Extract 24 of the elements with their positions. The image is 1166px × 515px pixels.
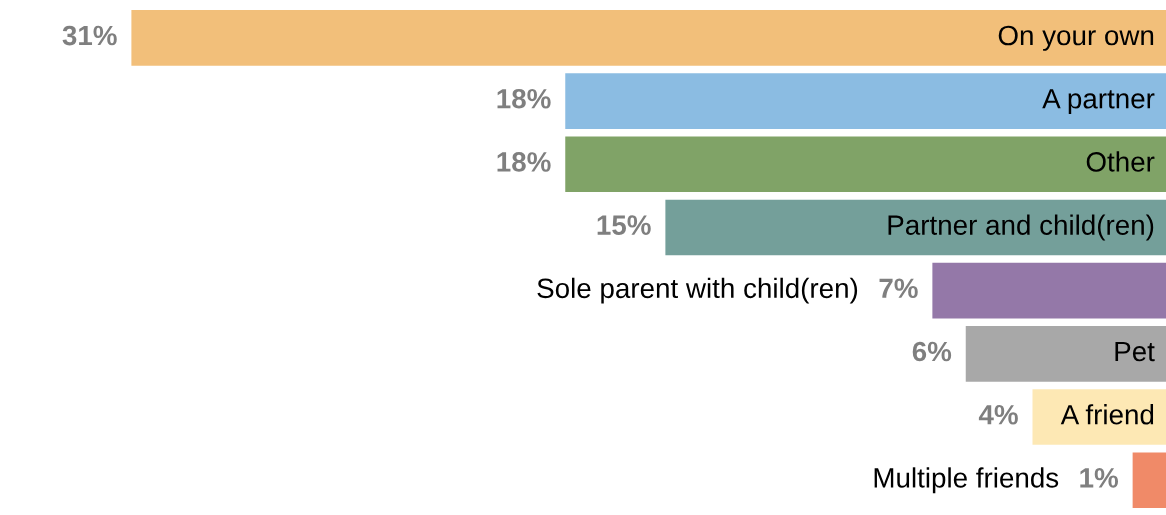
data-label: 15% <box>597 215 651 235</box>
y-tick-label: Multiple friends <box>874 467 1059 494</box>
bar <box>665 199 1166 256</box>
bar <box>565 73 1166 129</box>
data-label: 7% <box>879 278 918 299</box>
bar <box>131 10 1166 66</box>
y-tick-label: Pet <box>1115 341 1155 362</box>
y-tick-label: Other <box>1086 151 1155 172</box>
y-tick-label: Sole parent with child(ren) <box>537 277 858 304</box>
data-label: 6% <box>912 341 952 362</box>
data-label: 18% <box>497 88 551 109</box>
bar <box>965 326 1166 382</box>
y-tick-label: Partner and child(ren) <box>888 214 1154 241</box>
bar <box>565 136 1166 193</box>
y-tick-label: On your own <box>998 25 1154 51</box>
data-label: 31% <box>62 25 117 46</box>
bar <box>1032 389 1166 445</box>
y-tick-label: A friend <box>1060 404 1154 425</box>
data-label: 4% <box>978 404 1018 425</box>
y-tick-label: A partner <box>1042 89 1155 115</box>
data-label: 18% <box>497 152 551 172</box>
data-label: 1% <box>1080 468 1118 488</box>
bar <box>932 262 1166 319</box>
bar <box>1132 452 1166 509</box>
